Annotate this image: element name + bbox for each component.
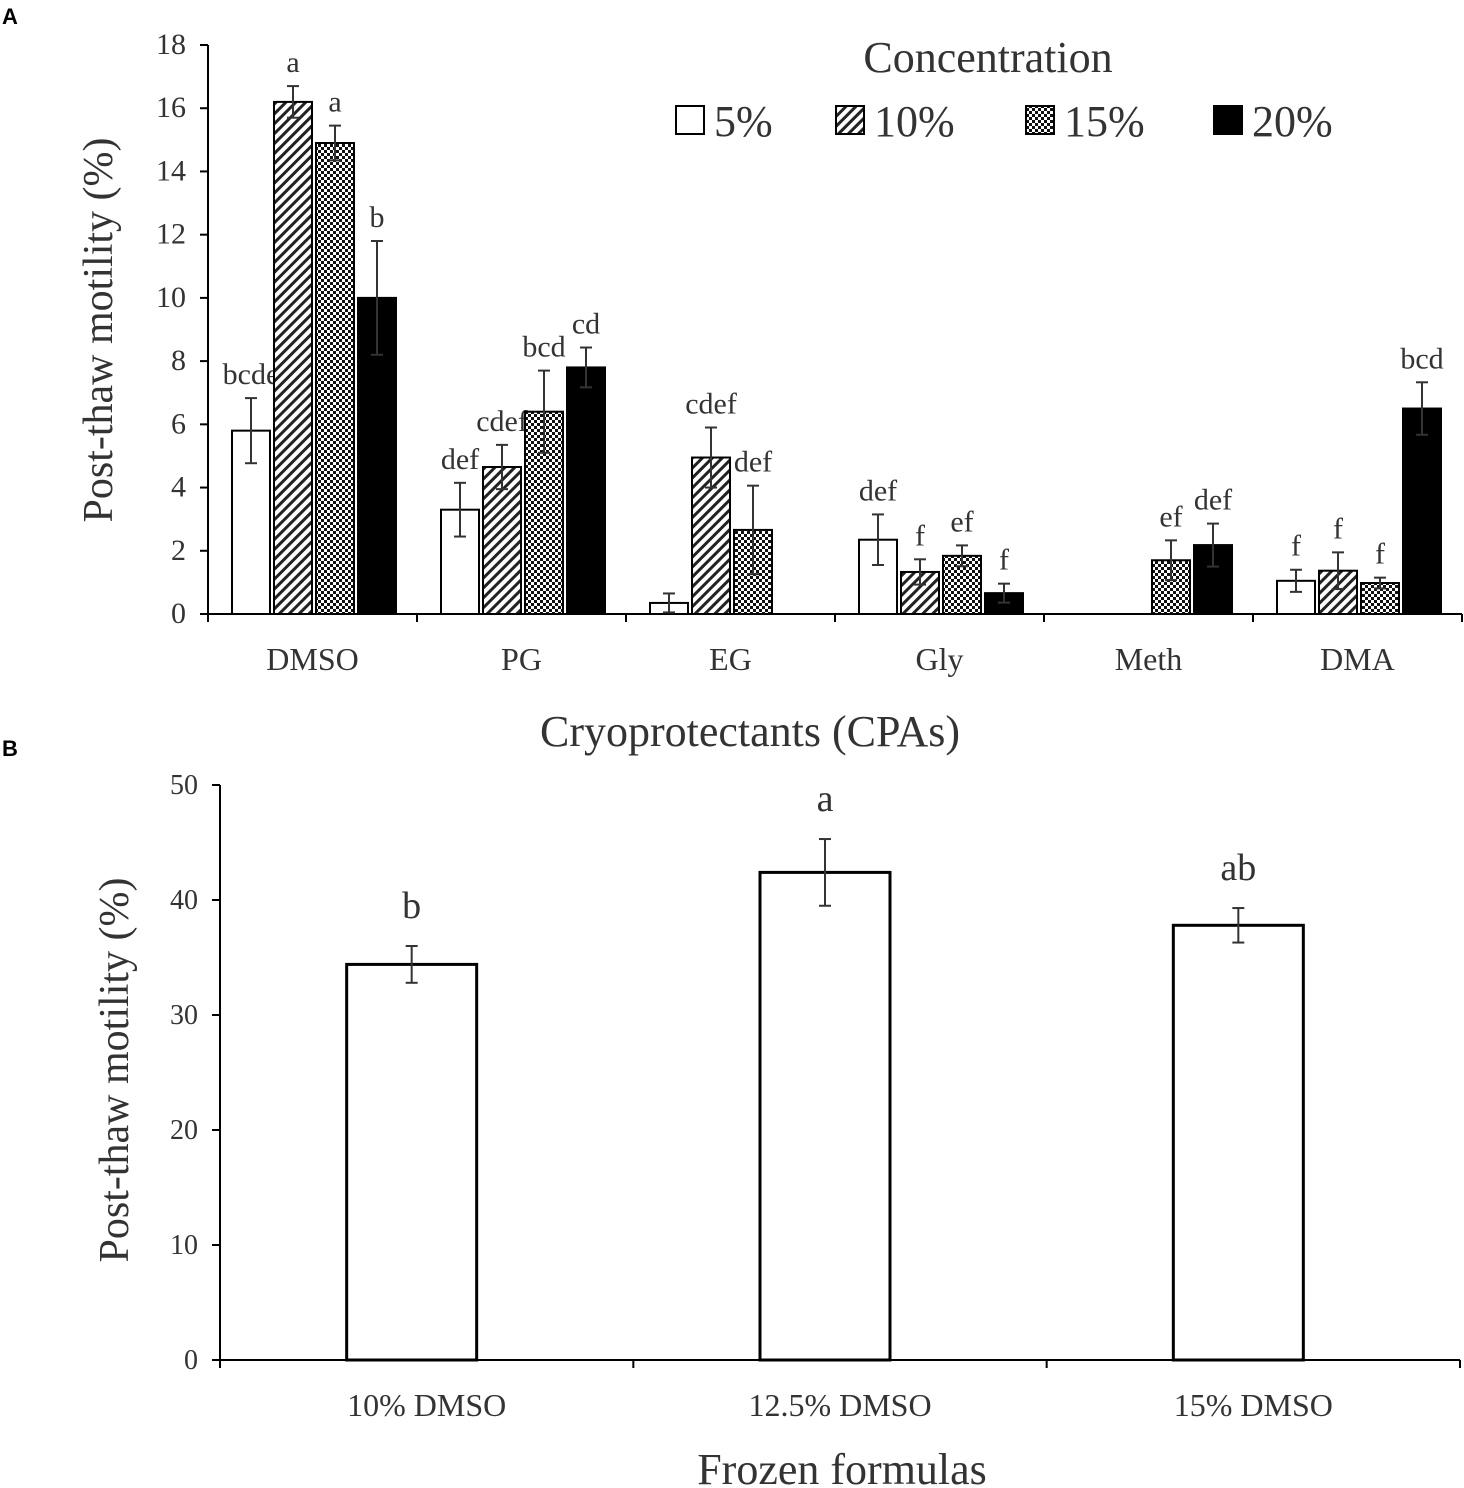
y-axis-label: Post-thaw motility (%) bbox=[76, 138, 122, 523]
legend-label: 15% bbox=[1064, 97, 1145, 146]
x-tick-label: DMSO bbox=[266, 641, 358, 677]
significance-letter: f bbox=[915, 519, 925, 552]
significance-letter: ef bbox=[1159, 500, 1182, 533]
significance-letter: a bbox=[328, 86, 341, 119]
panel-label-b: B bbox=[2, 736, 18, 761]
y-tick-label: 6 bbox=[171, 407, 186, 440]
significance-letter: ab bbox=[1220, 847, 1256, 889]
x-tick-label: PG bbox=[501, 641, 542, 677]
legend-swatch-10% bbox=[835, 105, 865, 135]
significance-letter: f bbox=[1333, 512, 1343, 545]
x-tick-label: EG bbox=[709, 641, 752, 677]
x-tick-label: Meth bbox=[1115, 641, 1183, 677]
significance-letter: f bbox=[1291, 530, 1301, 563]
bar-12.5% DMSO bbox=[758, 870, 892, 1362]
y-tick-label: 12 bbox=[156, 218, 186, 251]
significance-letter: cd bbox=[572, 308, 600, 341]
y-axis-label: Post-thaw motility (%) bbox=[92, 878, 138, 1263]
bar-10%-DMSO bbox=[273, 100, 313, 615]
chart-a: 0 2 4 6 8 10 12 14 16 18 DMSO PG EG Gly Meth DMA bcde def… bbox=[76, 28, 1463, 756]
legend-label: 5% bbox=[714, 97, 773, 146]
legend-swatch-15% bbox=[1025, 105, 1055, 135]
y-tick-label: 18 bbox=[156, 28, 186, 61]
legend-label: 20% bbox=[1252, 97, 1333, 146]
chart-b: 0 10 20 30 40 50 10% DMSO 12.5% DMSO 15% DMSO b a a… bbox=[92, 770, 1461, 1488]
y-tick-label: 14 bbox=[156, 154, 186, 187]
x-tick-label: 12.5% DMSO bbox=[748, 1387, 931, 1423]
y-tick-label: 40 bbox=[170, 885, 198, 916]
x-axis-label: Cryoprotectants (CPAs) bbox=[540, 707, 960, 756]
x-tick-label: 15% DMSO bbox=[1174, 1387, 1333, 1423]
legend-title: Concentration bbox=[863, 33, 1112, 82]
x-tick-label: 10% DMSO bbox=[347, 1387, 506, 1423]
y-tick-label: 2 bbox=[171, 534, 186, 567]
bar-20%-PG bbox=[566, 366, 606, 615]
bar-10% DMSO bbox=[345, 962, 479, 1362]
significance-letter: cdef bbox=[476, 405, 528, 438]
bar-20%-DMA bbox=[1402, 407, 1442, 615]
legend-swatch-20% bbox=[1213, 105, 1243, 135]
significance-letter: f bbox=[1375, 538, 1385, 571]
y-tick-label: 0 bbox=[184, 1345, 198, 1376]
significance-letter: f bbox=[999, 544, 1009, 577]
y-tick-label: 8 bbox=[171, 344, 186, 377]
significance-letter: a bbox=[286, 46, 299, 79]
bar-15%-DMSO bbox=[315, 141, 355, 615]
significance-letter: b bbox=[370, 201, 385, 234]
bar-20%-DMSO bbox=[357, 296, 397, 615]
legend-swatch-5% bbox=[675, 105, 705, 135]
significance-letter: bcd bbox=[1400, 342, 1443, 375]
significance-letter: def bbox=[1194, 484, 1232, 517]
significance-letter: def bbox=[734, 446, 772, 479]
significance-letter: bcd bbox=[522, 331, 565, 364]
y-tick-label: 10 bbox=[170, 1230, 198, 1261]
y-tick-label: 20 bbox=[170, 1115, 198, 1146]
x-tick-label: Gly bbox=[916, 641, 964, 677]
legend-label: 10% bbox=[874, 97, 955, 146]
significance-letter: b bbox=[402, 885, 421, 927]
bar-10%-PG bbox=[482, 466, 522, 615]
y-tick-label: 4 bbox=[171, 471, 186, 504]
significance-letter: def bbox=[441, 443, 479, 476]
significance-letter: cdef bbox=[685, 387, 737, 420]
y-tick-label: 50 bbox=[170, 770, 198, 801]
panel-label-a: A bbox=[2, 4, 18, 29]
y-tick-label: 30 bbox=[170, 1000, 198, 1031]
significance-letter: def bbox=[859, 474, 897, 507]
significance-letter: bcde bbox=[223, 358, 280, 391]
significance-letter: ef bbox=[950, 505, 973, 538]
y-tick-label: 10 bbox=[156, 281, 186, 314]
bar-15% DMSO bbox=[1171, 923, 1305, 1362]
x-tick-label: DMA bbox=[1320, 641, 1395, 677]
x-axis-label: Frozen formulas bbox=[697, 1445, 987, 1488]
significance-letter: a bbox=[817, 778, 834, 820]
y-tick-label: 16 bbox=[156, 91, 186, 124]
y-tick-label: 0 bbox=[171, 597, 186, 630]
